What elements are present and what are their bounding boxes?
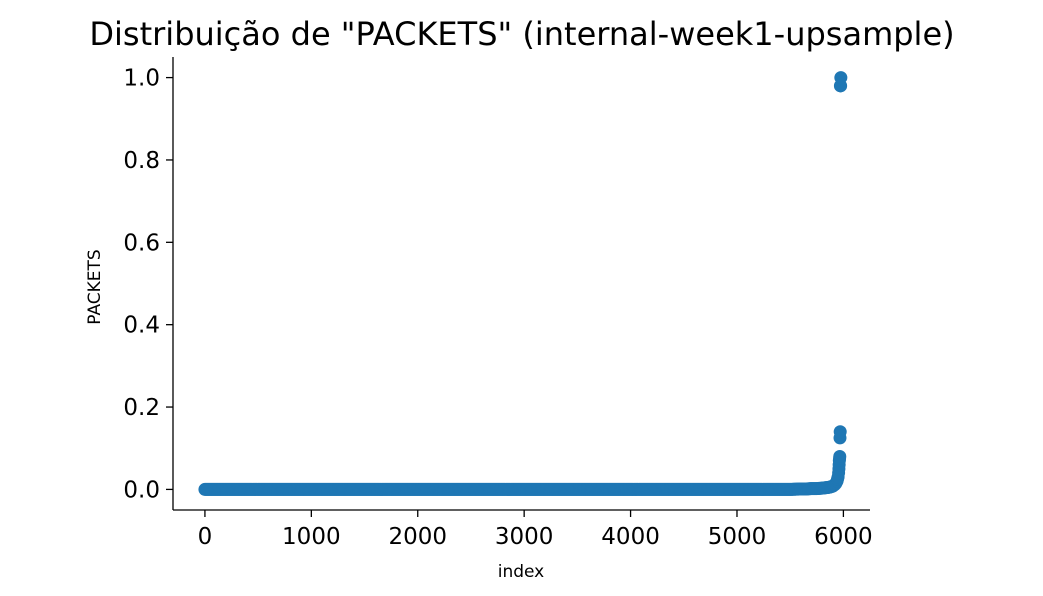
data-point: [833, 425, 847, 439]
x-axis-ticks: 0 1000 2000 3000 4000 5000 6000: [198, 510, 873, 550]
y-tick-label: 0.4: [123, 313, 160, 339]
chart-title: Distribuição de "PACKETS" (internal-week…: [89, 15, 954, 53]
y-tick-label: 0.2: [123, 395, 160, 421]
y-tick-label: 0.8: [123, 148, 160, 174]
x-tick-label: 5000: [708, 524, 767, 550]
data-point: [834, 71, 848, 85]
x-tick-label: 3000: [495, 524, 554, 550]
y-tick-label: 0.6: [123, 230, 160, 256]
data-point: [833, 449, 847, 463]
x-tick-label: 0: [198, 524, 213, 550]
y-axis-ticks: 0.0 0.2 0.4 0.6 0.8 1.0: [123, 66, 173, 503]
y-tick-label: 1.0: [123, 66, 160, 92]
data-points: [198, 71, 848, 496]
y-tick-label: 0.0: [123, 477, 160, 503]
x-axis-label: index: [498, 562, 545, 582]
x-tick-label: 6000: [814, 524, 873, 550]
x-tick-label: 4000: [601, 524, 660, 550]
x-tick-label: 1000: [282, 524, 341, 550]
x-tick-label: 2000: [388, 524, 447, 550]
y-axis-label: PACKETS: [85, 249, 105, 324]
